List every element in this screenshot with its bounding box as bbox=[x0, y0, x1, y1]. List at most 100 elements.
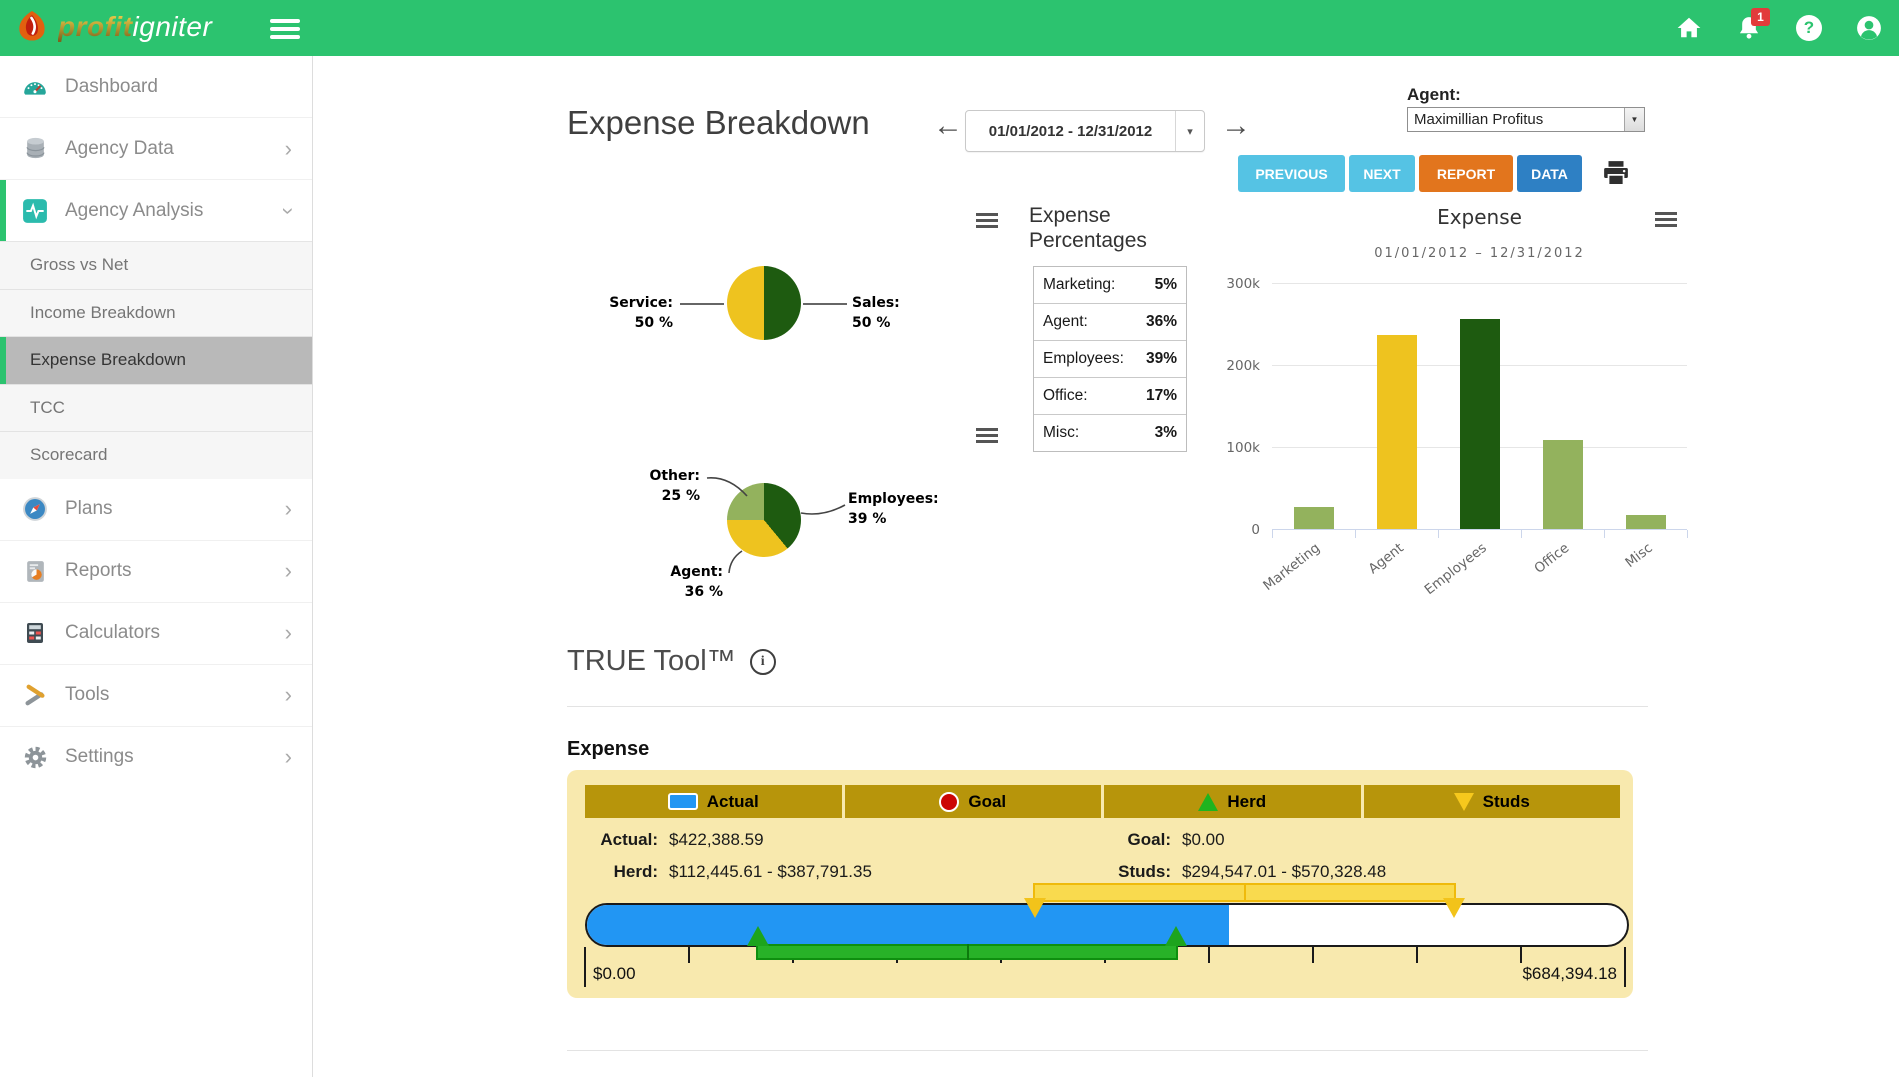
sidebar-item-label: Tools bbox=[65, 684, 110, 705]
sidebar-toggle-icon[interactable] bbox=[270, 19, 300, 43]
row-value: 36% bbox=[1145, 313, 1177, 330]
bar-office[interactable] bbox=[1542, 439, 1583, 529]
legend-label: Goal bbox=[968, 791, 1007, 811]
submenu-item-gross-vs-net[interactable]: Gross vs Net bbox=[0, 242, 312, 289]
herd-swatch-icon bbox=[1198, 792, 1219, 811]
expense-split-pie-chart[interactable] bbox=[727, 483, 801, 557]
sidebar-item-label: Agency Data bbox=[65, 137, 174, 159]
gauge-scale-tick bbox=[1312, 947, 1314, 963]
studs-label: Studs: bbox=[1118, 862, 1171, 881]
agent-select[interactable]: Maximillian Profitus ▼ bbox=[1407, 107, 1645, 132]
legend-actual[interactable]: Actual bbox=[585, 785, 842, 818]
submenu-label: Expense Breakdown bbox=[30, 350, 186, 370]
section-divider bbox=[567, 706, 1648, 707]
bar-misc[interactable] bbox=[1625, 515, 1666, 529]
table-row: Employees: 39% bbox=[1034, 340, 1186, 377]
legend-goal[interactable]: Goal bbox=[844, 785, 1101, 818]
pie2-connector-lines bbox=[706, 477, 846, 574]
pie2-agent-label: Agent: 36 % bbox=[623, 563, 723, 602]
next-period-arrow-icon[interactable]: → bbox=[1221, 109, 1251, 142]
gauge-scale-tick bbox=[896, 947, 898, 963]
pie-slice-name: Other: bbox=[649, 468, 700, 484]
studs-swatch-icon bbox=[1453, 792, 1474, 811]
app-header: profitigniter 1 ? bbox=[0, 0, 1899, 56]
previous-button[interactable]: PREVIOUS bbox=[1238, 155, 1345, 192]
gauge-scale-tick bbox=[584, 947, 586, 987]
pie1-context-menu-icon[interactable] bbox=[976, 213, 998, 231]
notification-badge: 1 bbox=[1751, 8, 1770, 26]
pie1-connector-line bbox=[803, 303, 847, 305]
sidebar: Dashboard Agency Data › Agency Analysis … bbox=[0, 56, 313, 1077]
gauge-scale-tick bbox=[1208, 947, 1210, 963]
next-button[interactable]: NEXT bbox=[1349, 155, 1415, 192]
sidebar-item-label: Agency Analysis bbox=[65, 199, 204, 221]
bar-slot: Office bbox=[1521, 284, 1604, 577]
print-icon[interactable] bbox=[1601, 158, 1631, 193]
sidebar-item-calculators[interactable]: Calculators › bbox=[0, 601, 312, 664]
pie1-sales-label: Sales: 50 % bbox=[852, 294, 900, 333]
sidebar-item-agency-analysis[interactable]: Agency Analysis › bbox=[0, 179, 312, 241]
submenu-item-scorecard[interactable]: Scorecard bbox=[0, 431, 312, 479]
help-glyph: ? bbox=[1803, 18, 1815, 37]
bar-plot[interactable]: 0 100k 200k 300k Marketing Agent Employees Offi… bbox=[1226, 276, 1688, 598]
bar-chart-context-menu-icon[interactable] bbox=[1655, 212, 1677, 230]
chevron-right-icon: › bbox=[284, 558, 292, 583]
pie-slice-name: Sales: bbox=[852, 295, 900, 311]
sidebar-item-plans[interactable]: Plans › bbox=[0, 479, 312, 540]
studs-mid-divider bbox=[1244, 883, 1247, 902]
pie2-other-label: Other: 25 % bbox=[600, 467, 700, 506]
legend-herd[interactable]: Herd bbox=[1104, 785, 1361, 818]
brand-logo[interactable]: profitigniter bbox=[14, 9, 212, 45]
date-range-caret-icon[interactable]: ▾ bbox=[1175, 111, 1204, 151]
gauge-scale-tick bbox=[1104, 947, 1106, 963]
notifications-bell-icon[interactable]: 1 bbox=[1736, 8, 1770, 41]
studs-range bbox=[1023, 883, 1465, 918]
database-icon bbox=[22, 136, 48, 162]
date-range-picker[interactable]: 01/01/2012 - 12/31/2012 ▾ bbox=[965, 110, 1205, 152]
home-icon[interactable] bbox=[1676, 15, 1702, 41]
legend-studs[interactable]: Studs bbox=[1363, 785, 1620, 818]
previous-period-arrow-icon[interactable]: ← bbox=[933, 109, 963, 142]
submenu-item-tcc[interactable]: TCC bbox=[0, 383, 312, 432]
table-row: Agent: 36% bbox=[1034, 303, 1186, 340]
x-axis-category-label: Misc bbox=[1621, 540, 1656, 571]
x-axis-category-label: Employees bbox=[1421, 540, 1490, 599]
pie2-context-menu-icon[interactable] bbox=[976, 428, 998, 446]
account-icon[interactable] bbox=[1856, 15, 1882, 41]
true-tool-title: TRUE Tool™ bbox=[567, 645, 736, 677]
x-axis-tick bbox=[1355, 530, 1356, 538]
bar-marketing[interactable] bbox=[1293, 506, 1334, 529]
data-button[interactable]: DATA bbox=[1517, 155, 1582, 192]
sidebar-item-agency-data[interactable]: Agency Data › bbox=[0, 117, 312, 179]
sidebar-item-tools[interactable]: Tools › bbox=[0, 663, 312, 726]
actual-swatch-icon bbox=[667, 793, 698, 810]
row-label: Agent: bbox=[1043, 313, 1088, 330]
sidebar-item-reports[interactable]: Reports › bbox=[0, 539, 312, 602]
pie1-connector-line bbox=[680, 303, 724, 305]
gauge-icon bbox=[22, 74, 48, 100]
sidebar-item-settings[interactable]: Settings › bbox=[0, 725, 312, 788]
gauge-scale-tick bbox=[688, 947, 690, 963]
bar-slot: Employees bbox=[1421, 284, 1521, 598]
submenu-label: Income Breakdown bbox=[30, 302, 176, 322]
bar-employees[interactable] bbox=[1459, 319, 1500, 529]
select-caret-icon: ▼ bbox=[1624, 108, 1644, 131]
agent-selected-value: Maximillian Profitus bbox=[1414, 111, 1544, 128]
gauge-scale-tick bbox=[1416, 947, 1418, 963]
info-icon[interactable]: i bbox=[749, 648, 776, 675]
table-row: Marketing: 5% bbox=[1034, 267, 1186, 303]
sales-service-pie-chart[interactable] bbox=[727, 266, 801, 340]
help-icon[interactable]: ? bbox=[1796, 15, 1822, 41]
report-button[interactable]: REPORT bbox=[1419, 155, 1513, 192]
sidebar-item-dashboard[interactable]: Dashboard bbox=[0, 56, 312, 117]
gauge-fill bbox=[587, 905, 1229, 945]
submenu-item-expense-breakdown[interactable]: Expense Breakdown bbox=[0, 336, 312, 384]
studs-value: $294,547.01 - $570,328.48 bbox=[1182, 862, 1387, 881]
bar-agent[interactable] bbox=[1376, 334, 1417, 529]
submenu-item-income-breakdown[interactable]: Income Breakdown bbox=[0, 288, 312, 337]
x-axis-tick bbox=[1604, 530, 1605, 538]
pie1-service-label: Service: 50 % bbox=[567, 294, 673, 333]
row-label: Office: bbox=[1043, 387, 1088, 404]
sidebar-item-label: Dashboard bbox=[65, 75, 158, 97]
y-axis-tick-label: 0 bbox=[1251, 522, 1260, 538]
